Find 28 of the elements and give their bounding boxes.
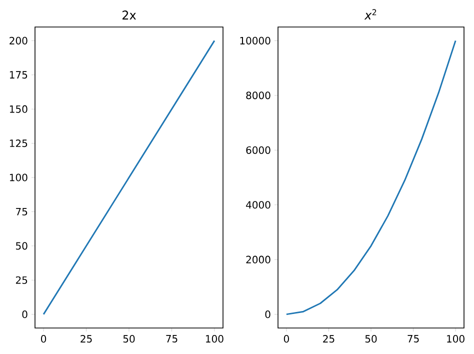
x-tick-label: 0 (284, 335, 289, 343)
x-tick-label: 25 (80, 335, 92, 343)
y-tick-label: 6000 (246, 146, 270, 154)
x-tick-label: 100 (447, 335, 464, 343)
x-tick-label: 100 (206, 335, 224, 343)
x-tick-label: 75 (166, 335, 178, 342)
y-tick-label: 175 (10, 71, 28, 79)
x-tick-label: 0 (41, 335, 46, 343)
line-series (286, 40, 456, 316)
y-tick-label: 4000 (246, 201, 270, 209)
y-tick-label: 50 (16, 242, 28, 250)
x-tick-label: 50 (123, 335, 135, 343)
chart-title: x$^{2}$ (364, 9, 376, 20)
y-tick-label: 0 (22, 310, 28, 318)
y-tick-label: 2000 (246, 256, 270, 264)
y-tick-label: 8000 (246, 92, 270, 100)
x-tick-label: 50 (365, 335, 377, 343)
y-tick-label: 150 (10, 105, 28, 113)
x-tick-label: 25 (323, 335, 334, 343)
y-tick-label: 25 (16, 276, 28, 284)
x-tick-label: 75 (408, 335, 419, 342)
y-tick-label: 200 (10, 36, 28, 44)
y-tick-label: 100 (10, 174, 28, 182)
y-tick-label: 75 (16, 208, 28, 216)
y-tick-label: 10000 (240, 36, 270, 44)
chart-title: 2x (122, 10, 136, 20)
y-tick-label: 125 (10, 140, 28, 148)
y-tick-label: 0 (265, 310, 270, 318)
